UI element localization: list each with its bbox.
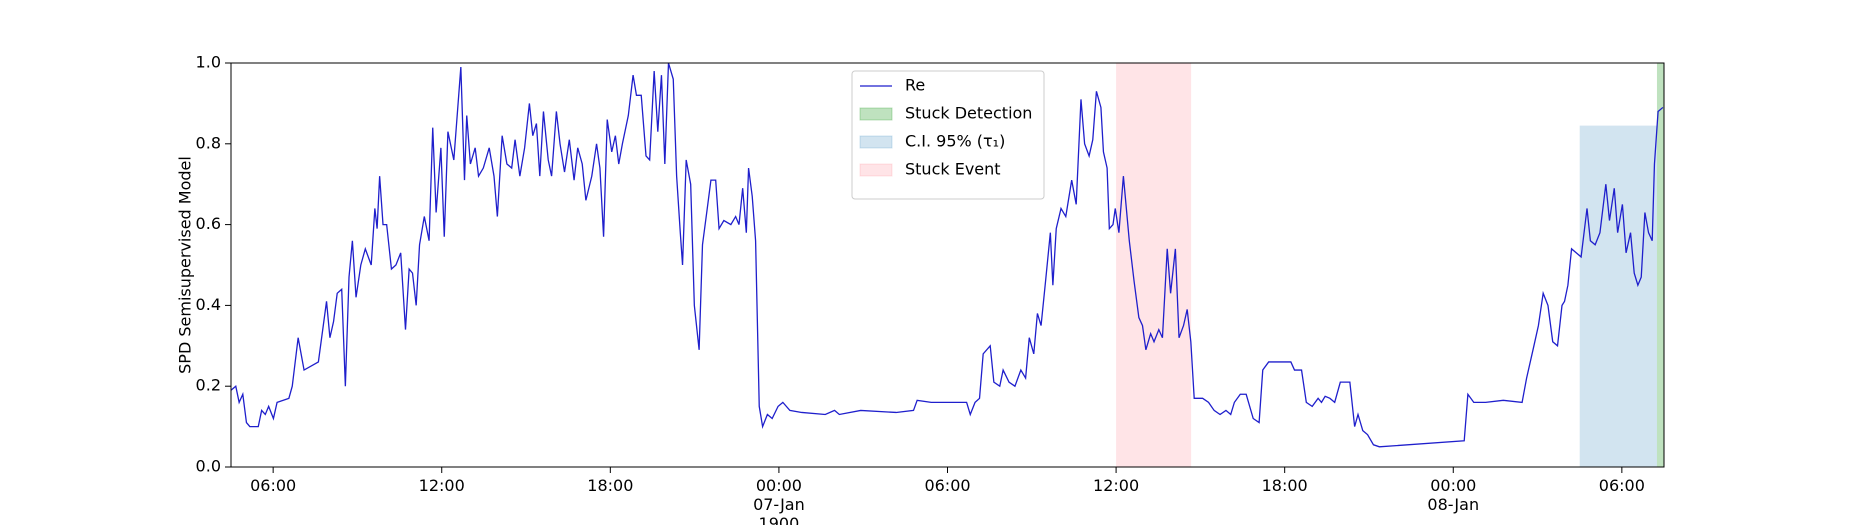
span [1116, 63, 1192, 467]
x-tick-label: 06:00 [1599, 476, 1645, 495]
x-tick-label: 1900 [759, 514, 800, 525]
y-axis-label: SPD Semisupervised Model [176, 156, 195, 374]
span [1656, 63, 1664, 467]
x-tick-label: 18:00 [1262, 476, 1308, 495]
legend-patch [859, 135, 893, 149]
legend-label: Stuck Detection [905, 104, 1032, 123]
y-tick-label: 0.0 [196, 457, 221, 476]
legend-patch [859, 163, 893, 177]
y-tick-label: 0.2 [196, 376, 221, 395]
line [230, 62, 1664, 448]
x-tick-label: 06:00 [250, 476, 296, 495]
y-tick-label: 1.0 [196, 53, 221, 72]
legend-patch [859, 107, 893, 121]
x-tick-label: 18:00 [587, 476, 633, 495]
legend-label: Stuck Event [905, 160, 1001, 179]
x-tick-label: 07-Jan [753, 495, 805, 514]
y-tick-label: 0.8 [196, 133, 221, 152]
x-tick-label: 06:00 [924, 476, 970, 495]
span [1579, 125, 1657, 468]
legend-box [851, 70, 1045, 200]
y-tick-label: 0.6 [196, 214, 221, 233]
y-tick-label: 0.4 [196, 295, 221, 314]
legend-label: Re [905, 76, 925, 95]
x-tick-label: 00:00 [1430, 476, 1476, 495]
x-tick-label: 12:00 [1093, 476, 1139, 495]
x-tick-label: 08-Jan [1427, 495, 1479, 514]
legend-label: C.I. 95% (τ₁) [905, 132, 1005, 151]
x-tick-label: 12:00 [419, 476, 465, 495]
x-tick-label: 00:00 [756, 476, 802, 495]
